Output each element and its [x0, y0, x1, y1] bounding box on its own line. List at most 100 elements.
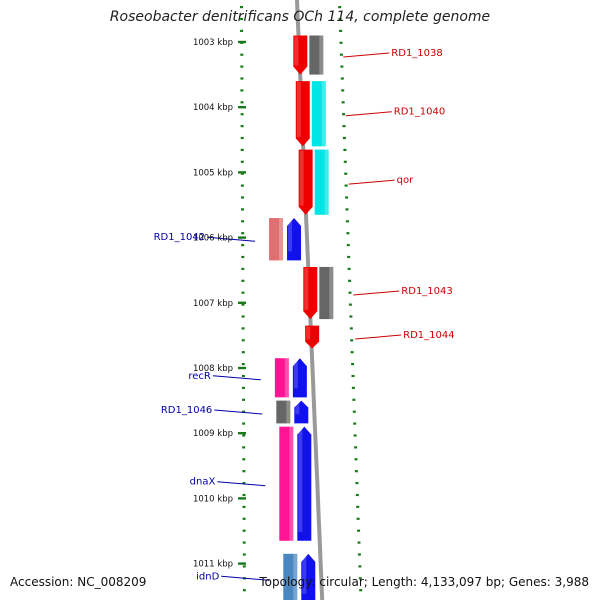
gene-arrow[interactable]: [305, 325, 320, 349]
inner-tick: [242, 434, 246, 437]
cog-bar[interactable]: [276, 400, 291, 424]
inner-tick: [240, 65, 244, 68]
gene-4[interactable]: [269, 218, 302, 261]
gene-arrow[interactable]: [301, 553, 316, 600]
tick-marks: [240, 6, 363, 592]
ruler-major-tick: [238, 40, 246, 44]
gene-label[interactable]: RD1_1040: [394, 107, 445, 118]
gene-arrow[interactable]: [297, 426, 312, 541]
inner-tick: [241, 327, 245, 330]
gene-1[interactable]: [293, 35, 324, 75]
gene-label[interactable]: recR: [188, 371, 211, 382]
cog-bar[interactable]: [309, 35, 324, 75]
outer-tick: [355, 482, 359, 485]
inner-tick: [241, 351, 245, 354]
gene-label[interactable]: RD1_1044: [403, 330, 454, 341]
inner-tick: [242, 517, 246, 520]
outer-tick: [343, 148, 347, 151]
gene-label[interactable]: RD1_1042: [154, 232, 205, 243]
gene-8[interactable]: [276, 400, 309, 424]
inner-tick: [241, 232, 245, 235]
gene-label[interactable]: RD1_1043: [401, 286, 452, 297]
cog-bar[interactable]: [311, 81, 326, 147]
ruler-label: 1009 kbp: [193, 429, 233, 439]
gene-label[interactable]: RD1_1038: [391, 48, 442, 59]
map-title: Roseobacter denitrificans OCh 114, compl…: [109, 9, 491, 25]
outer-tick: [339, 29, 343, 32]
inner-tick: [241, 220, 245, 223]
inner-tick: [242, 446, 246, 449]
gene-3[interactable]: [298, 149, 329, 215]
gene-label[interactable]: dnaX: [190, 477, 216, 488]
gene-highlight: [302, 554, 307, 594]
inner-tick: [242, 422, 246, 425]
leader-line: [207, 236, 256, 242]
inner-tick: [242, 470, 246, 473]
ruler-major-tick: [238, 432, 246, 435]
cog-bar[interactable]: [269, 218, 284, 261]
gene-highlight: [304, 267, 309, 311]
gene-6[interactable]: [305, 325, 320, 349]
gene-highlight: [296, 82, 301, 138]
inner-tick: [241, 208, 244, 211]
gene-arrow[interactable]: [294, 400, 309, 424]
genome-summary-text: Topology: circular; Length: 4,133,097 bp…: [259, 575, 589, 589]
outer-tick: [338, 17, 342, 21]
cog-shade: [289, 426, 294, 541]
inner-tick: [240, 29, 244, 32]
outer-tick: [350, 351, 354, 354]
cog-bar[interactable]: [283, 553, 298, 600]
gene-7[interactable]: [274, 358, 307, 398]
outer-tick: [353, 422, 357, 425]
outer-tick: [348, 279, 352, 282]
cog-bar[interactable]: [274, 358, 289, 398]
outer-tick: [341, 89, 345, 92]
inner-tick: [240, 136, 244, 140]
outer-tick: [350, 339, 354, 342]
gene-2[interactable]: [295, 81, 326, 147]
cog-bar[interactable]: [279, 426, 294, 541]
cog-bar[interactable]: [314, 149, 329, 215]
inner-tick: [242, 505, 246, 508]
ruler-label: 1004 kbp: [193, 103, 233, 113]
outer-tick: [351, 374, 355, 378]
gene-9[interactable]: [279, 426, 312, 541]
gene-highlight: [288, 219, 293, 252]
gene-label[interactable]: RD1_1046: [161, 405, 212, 416]
outer-tick: [342, 125, 346, 128]
cog-bar[interactable]: [319, 266, 334, 320]
gene-arrow[interactable]: [303, 266, 318, 320]
gene-label[interactable]: idnD: [196, 571, 219, 582]
inner-tick: [240, 53, 244, 56]
inner-tick: [242, 482, 246, 485]
ruler-major-tick: [238, 106, 246, 109]
outer-tick: [358, 565, 362, 568]
outer-tick: [346, 244, 350, 247]
outer-tick: [349, 315, 353, 318]
inner-tick: [242, 565, 246, 568]
inner-tick: [242, 529, 246, 532]
inner-tick: [240, 89, 244, 92]
inner-tick: [241, 339, 245, 342]
ruler-label: 1005 kbp: [193, 168, 233, 178]
inner-tick: [240, 101, 244, 104]
gene-arrow[interactable]: [298, 149, 313, 215]
cog-shade: [286, 400, 291, 424]
inner-tick: [241, 244, 245, 247]
ruler-label: 1003 kbp: [193, 38, 233, 48]
ruler-label: 1010 kbp: [193, 494, 233, 504]
gene-arrow[interactable]: [295, 81, 310, 147]
outer-tick: [345, 220, 349, 223]
outer-tick: [349, 327, 353, 330]
gene-label[interactable]: qor: [397, 175, 414, 186]
gene-arrow[interactable]: [287, 218, 302, 261]
gene-5[interactable]: [303, 266, 334, 320]
gene-arrow[interactable]: [292, 358, 307, 398]
gene-arrow[interactable]: [293, 35, 308, 75]
gene-highlight: [299, 150, 304, 206]
gene-10[interactable]: [283, 553, 316, 600]
outer-tick: [357, 529, 361, 532]
outer-tick: [342, 113, 346, 116]
outer-tick: [358, 577, 362, 580]
